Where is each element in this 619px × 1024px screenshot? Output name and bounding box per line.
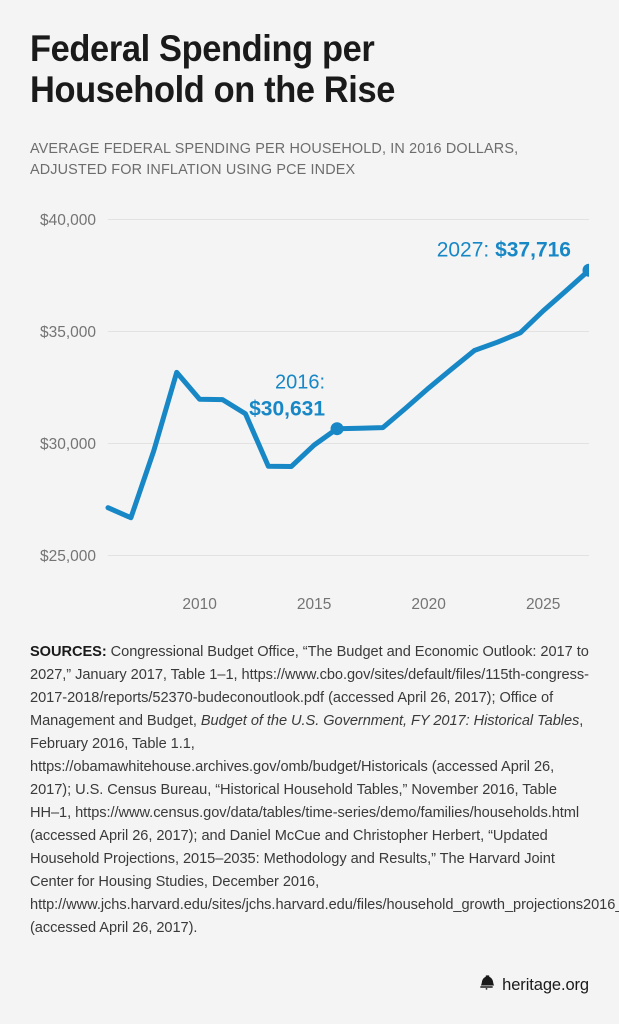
liberty-bell-icon: [478, 974, 495, 996]
data-point-marker-2016: [330, 421, 344, 435]
sources-italic-title: Budget of the U.S. Government, FY 2017: …: [200, 712, 580, 729]
x-tick-label: 2010: [182, 596, 217, 613]
annotation-value-2027: $37,716: [495, 238, 571, 261]
x-tick-label: 2020: [411, 596, 446, 613]
sources-note: SOURCES: Congressional Budget Office, “T…: [30, 635, 619, 941]
chart-series-layer: [105, 267, 589, 520]
chart-annotation-layer: 2016: $30,631 2027: $37,716: [249, 238, 589, 435]
y-tick-label: $35,000: [40, 324, 96, 341]
sources-body-part-2: , February 2016, Table 1.1, https://obam…: [30, 712, 619, 937]
page-title: Federal Spending per Household on the Ri…: [30, 28, 395, 111]
footer-brand: heritage.org: [478, 974, 589, 996]
y-tick-label: $25,000: [40, 548, 96, 565]
x-tick-label: 2025: [526, 596, 560, 613]
annotation-year-2027: 2027:: [437, 238, 495, 261]
sources-body-part-1: Congressional Budget Office, “The Budget…: [30, 643, 589, 729]
series-line-federal-spending: [105, 267, 589, 520]
sources-label: SOURCES:: [30, 643, 107, 660]
y-tick-label: $30,000: [40, 436, 96, 453]
y-tick-label: $40,000: [40, 212, 96, 229]
chart-subtitle: AVERAGE FEDERAL SPENDING PER HOUSEHOLD, …: [30, 140, 519, 178]
annotation-year-2016: 2016:: [275, 371, 325, 393]
chart-y-axis-labels: $25,000 $30,000 $35,000 $40,000: [40, 212, 96, 565]
annotation-value-2016: $30,631: [249, 397, 325, 420]
chart-x-axis-labels: 2010 2015 2020 2025: [182, 596, 560, 613]
footer-brand-text: heritage.org: [502, 975, 589, 994]
x-tick-label: 2015: [297, 596, 331, 613]
line-chart: $25,000 $30,000 $35,000 $40,000 2010 2015 202…: [30, 195, 589, 635]
annotation-2027: 2027: $37,716: [437, 238, 571, 261]
chart-gridlines: [108, 218, 589, 556]
chart-canvas: $25,000 $30,000 $35,000 $40,000 2010 2015 202…: [40, 212, 589, 613]
data-point-marker-2027: [582, 263, 589, 277]
